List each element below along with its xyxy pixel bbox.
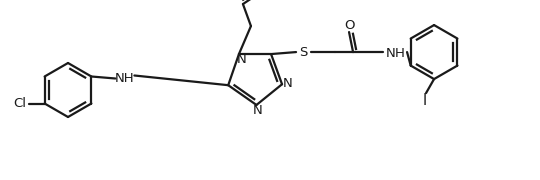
Text: N: N (386, 47, 396, 60)
Text: Cl: Cl (13, 97, 26, 110)
Text: O: O (344, 19, 354, 32)
Text: N: N (283, 77, 293, 90)
Text: H: H (395, 47, 405, 60)
Text: I: I (423, 93, 427, 108)
Text: N: N (237, 53, 247, 66)
Text: S: S (299, 46, 307, 58)
Text: NH: NH (114, 72, 134, 85)
Text: N: N (253, 104, 262, 118)
